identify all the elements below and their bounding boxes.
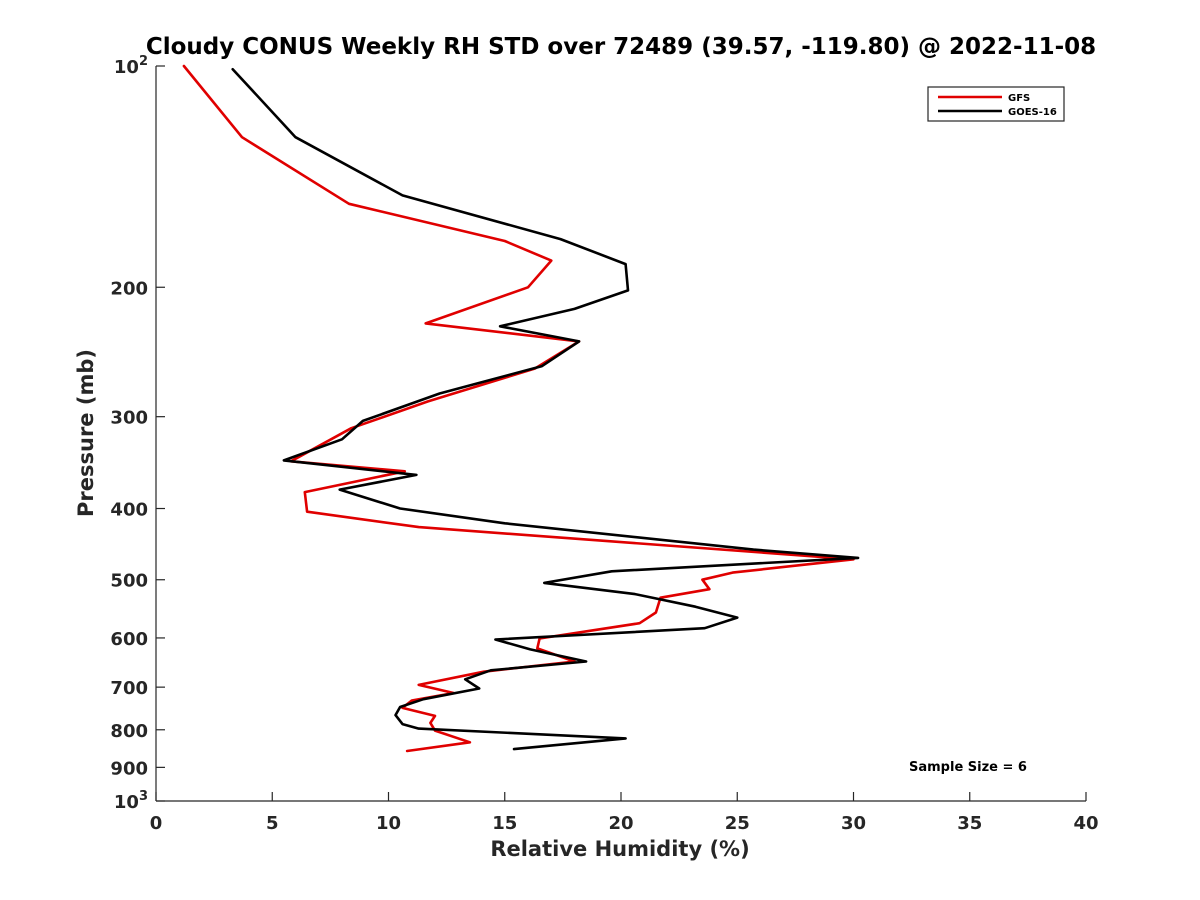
x-tick-label: 30 [841, 813, 866, 834]
y-tick-label: 900 [110, 758, 148, 779]
x-tick-label: 20 [608, 813, 633, 834]
y-tick-label: 700 [110, 678, 148, 699]
legend: GFS GOES-16 [927, 86, 1065, 122]
x-tick-label: 10 [376, 813, 401, 834]
x-tick-label: 5 [266, 813, 279, 834]
x-tick-label: 35 [957, 813, 982, 834]
legend-box [927, 86, 1065, 122]
y-tick-label: 103 [114, 789, 148, 813]
y-tick-label: 102 [114, 54, 148, 78]
y-tick-label: 500 [110, 571, 148, 592]
x-tick-label: 15 [492, 813, 517, 834]
y-tick-label: 400 [110, 500, 148, 521]
x-tick-label: 0 [150, 813, 163, 834]
series-group [182, 64, 860, 753]
chart-title: Cloudy CONUS Weekly RH STD over 72489 (3… [146, 34, 1096, 60]
legend-label: GOES-16 [1008, 107, 1057, 118]
series-line-gfs [182, 64, 855, 753]
x-axis-label: Relative Humidity (%) [490, 837, 749, 861]
y-tick-label: 200 [110, 278, 148, 299]
y-tick-label: 800 [110, 721, 148, 742]
sample-size-annotation: Sample Size = 6 [909, 760, 1027, 775]
axes: 0 5 10 15 20 25 30 35 40 102 200 300 400 500 600 700 800… [110, 54, 1098, 834]
y-tick-label: 300 [110, 408, 148, 429]
series-line-goes-16 [231, 67, 860, 751]
legend-label: GFS [1008, 93, 1030, 104]
y-tick-label: 600 [110, 629, 148, 650]
x-tick-label: 40 [1073, 813, 1098, 834]
x-tick-label: 25 [725, 813, 750, 834]
y-axis-label: Pressure (mb) [74, 349, 98, 517]
